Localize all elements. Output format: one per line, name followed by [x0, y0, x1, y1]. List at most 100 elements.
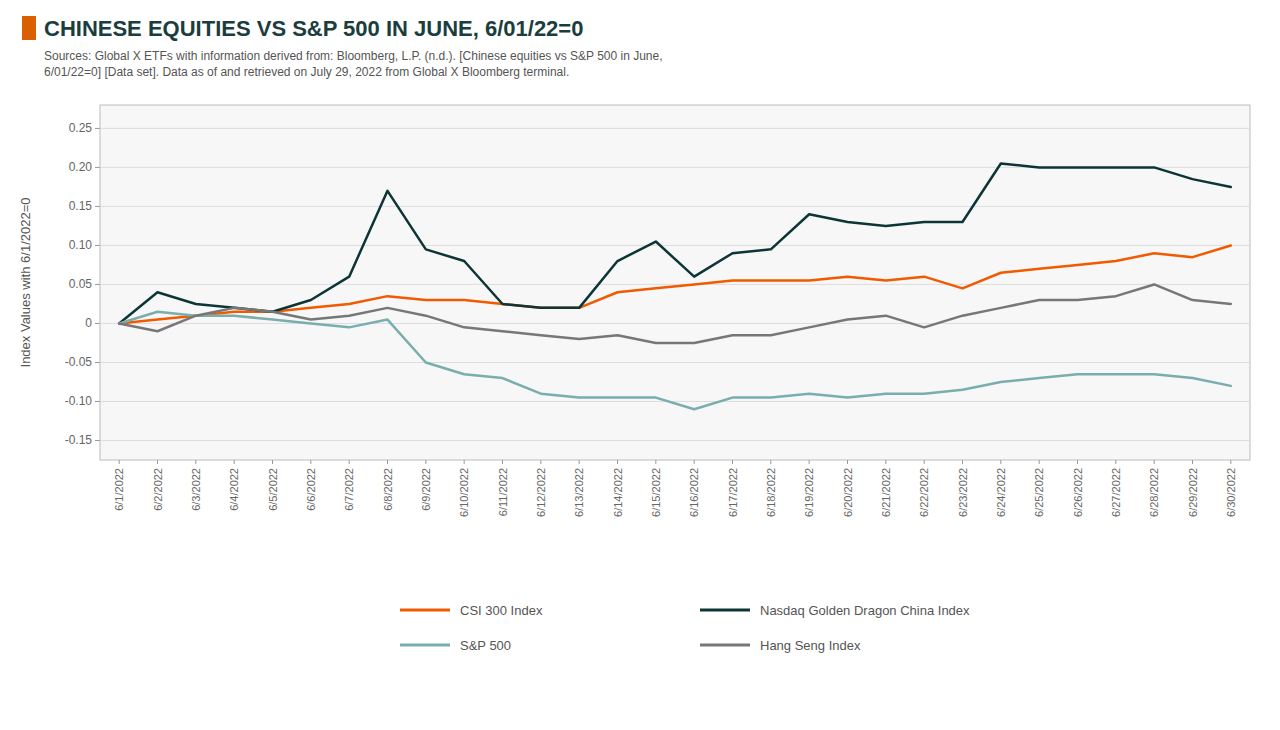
x-tick — [1115, 460, 1116, 464]
x-tick — [425, 460, 426, 464]
x-tick — [1192, 460, 1193, 464]
grid-line — [100, 245, 1250, 246]
x-tick-label: 6/6/2022 — [305, 468, 317, 511]
x-tick — [655, 460, 656, 464]
x-tick — [464, 460, 465, 464]
y-tick — [95, 440, 100, 441]
x-tick-label: 6/18/2022 — [765, 468, 777, 517]
x-tick-label: 6/21/2022 — [880, 468, 892, 517]
grid-line — [100, 440, 1250, 441]
x-tick — [885, 460, 886, 464]
subtitle: 6/01/22=0] [Data set]. Data as of and re… — [44, 65, 569, 79]
x-tick-label: 6/15/2022 — [650, 468, 662, 517]
x-tick-label: 6/2/2022 — [152, 468, 164, 511]
x-tick — [962, 460, 963, 464]
legend-label: CSI 300 Index — [460, 603, 543, 618]
x-tick-label: 6/10/2022 — [458, 468, 470, 517]
y-tick — [95, 323, 100, 324]
x-tick — [809, 460, 810, 464]
legend-swatch — [700, 609, 750, 612]
subtitle: Sources: Global X ETFs with information … — [44, 49, 663, 63]
x-tick — [847, 460, 848, 464]
x-tick — [310, 460, 311, 464]
y-tick-label: 0.25 — [69, 121, 93, 135]
x-tick-label: 6/5/2022 — [267, 468, 279, 511]
grid-line — [100, 128, 1250, 129]
x-tick-label: 6/28/2022 — [1148, 468, 1160, 517]
x-tick — [770, 460, 771, 464]
x-tick — [1154, 460, 1155, 464]
series-lines — [119, 164, 1231, 410]
x-tick-label: 6/23/2022 — [957, 468, 969, 517]
x-tick — [540, 460, 541, 464]
x-tick — [157, 460, 158, 464]
x-tick-label: 6/4/2022 — [228, 468, 240, 511]
legend-label: Hang Seng Index — [760, 638, 861, 653]
x-tick — [617, 460, 618, 464]
x-tick-label: 6/25/2022 — [1033, 468, 1045, 517]
x-tick — [387, 460, 388, 464]
y-tick-label: 0.15 — [69, 199, 93, 213]
grid-line — [100, 323, 1250, 324]
x-tick-label: 6/12/2022 — [535, 468, 547, 517]
x-tick — [195, 460, 196, 464]
y-tick — [95, 362, 100, 363]
x-tick — [119, 460, 120, 464]
x-tick — [924, 460, 925, 464]
x-tick-label: 6/3/2022 — [190, 468, 202, 511]
x-tick-label: 6/27/2022 — [1110, 468, 1122, 517]
legend-label: S&P 500 — [460, 638, 511, 653]
x-tick-label: 6/7/2022 — [343, 468, 355, 511]
x-tick — [502, 460, 503, 464]
x-tick-label: 6/11/2022 — [497, 468, 509, 516]
x-tick-label: 6/8/2022 — [382, 468, 394, 511]
y-tick-label: -0.05 — [65, 355, 93, 369]
y-tick-label: -0.15 — [65, 433, 93, 447]
y-tick — [95, 167, 100, 168]
title-accent — [22, 16, 36, 40]
series-line — [119, 284, 1231, 343]
x-tick — [1077, 460, 1078, 464]
y-tick-label: 0.05 — [69, 277, 93, 291]
title: CHINESE EQUITIES VS S&P 500 IN JUNE, 6/0… — [44, 16, 583, 41]
x-tick-label: 6/1/2022 — [113, 468, 125, 511]
x-tick — [1230, 460, 1231, 464]
legend-swatch — [400, 644, 450, 647]
y-tick — [95, 245, 100, 246]
grid-line — [100, 362, 1250, 363]
y-tick — [95, 128, 100, 129]
x-tick-label: 6/9/2022 — [420, 468, 432, 511]
plot-frame — [100, 105, 1250, 460]
series-line — [119, 312, 1231, 410]
x-tick — [694, 460, 695, 464]
x-tick — [349, 460, 350, 464]
x-tick-label: 6/26/2022 — [1072, 468, 1084, 517]
x-tick — [1000, 460, 1001, 464]
y-tick-label: 0.10 — [69, 238, 93, 252]
x-tick-label: 6/30/2022 — [1225, 468, 1237, 517]
y-axis-label: Index Values with 6/1/2022=0 — [18, 198, 33, 368]
y-tick-label: -0.10 — [65, 394, 93, 408]
x-tick-label: 6/17/2022 — [727, 468, 739, 517]
x-tick-label: 6/24/2022 — [995, 468, 1007, 517]
legend: CSI 300 Index Nasdaq Golden Dragon China … — [400, 603, 970, 653]
y-tick — [95, 401, 100, 402]
legend-label: Nasdaq Golden Dragon China Index — [760, 603, 970, 618]
x-tick — [234, 460, 235, 464]
x-tick — [1039, 460, 1040, 464]
grid-line — [100, 401, 1250, 402]
y-tick — [95, 284, 100, 285]
y-tick — [95, 206, 100, 207]
grid-line — [100, 206, 1250, 207]
x-tick — [579, 460, 580, 464]
grid-line — [100, 284, 1250, 285]
x-tick-label: 6/14/2022 — [612, 468, 624, 517]
chart: CHINESE EQUITIES VS S&P 500 IN JUNE, 6/0… — [0, 0, 1280, 730]
grid — [100, 128, 1250, 440]
legend-swatch — [400, 609, 450, 612]
y-tick-label: 0.20 — [69, 160, 93, 174]
x-tick-label: 6/29/2022 — [1187, 468, 1199, 517]
series-line — [119, 245, 1231, 323]
x-tick-label: 6/13/2022 — [573, 468, 585, 517]
y-tick-label: 0 — [85, 316, 92, 330]
